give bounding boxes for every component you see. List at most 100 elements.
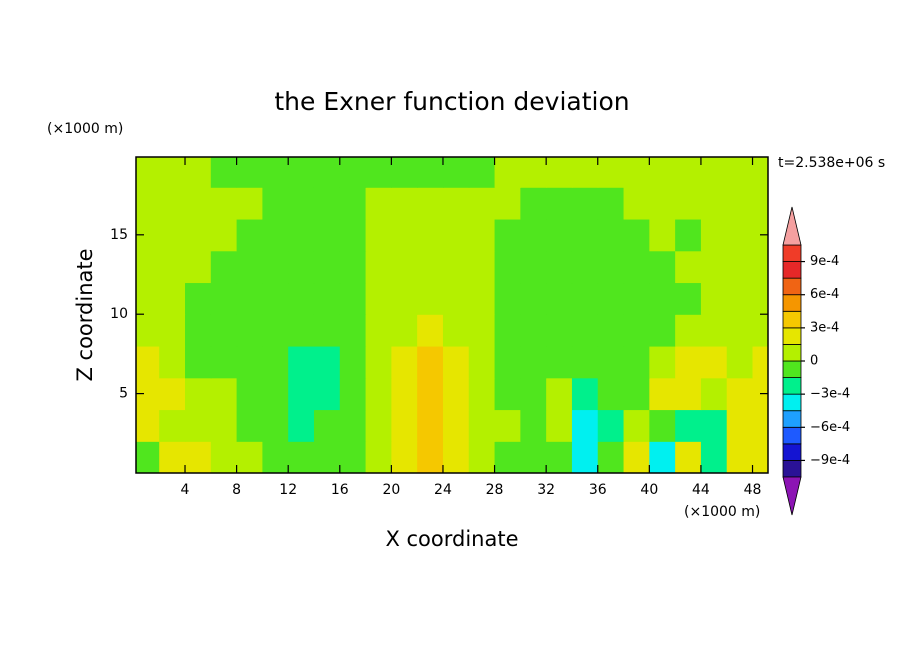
contour-cell: [468, 250, 496, 284]
contour-cell: [442, 441, 470, 473]
colorbar-label: 0: [810, 354, 818, 369]
contour-cell: [391, 377, 418, 411]
contour-cell: [442, 250, 470, 284]
contour-cell: [185, 377, 212, 411]
contour-cell: [391, 187, 418, 220]
colorbar-label: −6e-4: [810, 420, 850, 435]
contour-cell: [700, 345, 728, 379]
contour-cell: [675, 250, 702, 284]
contour-cell: [262, 314, 289, 347]
contour-cell: [185, 345, 212, 379]
y-unit: (×1000 m): [47, 121, 123, 137]
contour-cell: [262, 409, 289, 442]
contour-cell: [546, 157, 573, 188]
contour-cell: [136, 345, 160, 379]
contour-cell: [520, 345, 547, 379]
contour-cell: [752, 314, 768, 347]
contour-cell: [623, 314, 650, 347]
contour-cell: [675, 282, 702, 315]
contour-cell: [159, 345, 186, 379]
contour-cell: [442, 218, 470, 252]
contour-cell: [417, 218, 444, 252]
contour-cell: [313, 282, 341, 315]
contour-cell: [546, 187, 573, 220]
contour-cell: [675, 187, 702, 220]
contour-cell: [623, 377, 650, 411]
colorbar-box: [782, 244, 802, 262]
x-tick-label: 12: [279, 482, 297, 498]
x-tick-label: 20: [382, 482, 400, 498]
contour-cell: [236, 377, 263, 411]
contour-cell: [313, 345, 341, 379]
contour-cell: [726, 441, 754, 473]
contour-cell: [546, 250, 573, 284]
contour-cell: [159, 187, 186, 220]
colorbar-label: 6e-4: [810, 287, 839, 302]
colorbar-label: 3e-4: [810, 320, 839, 335]
contour-cell: [236, 441, 263, 473]
contour-cell: [159, 441, 186, 473]
contour-cell: [546, 218, 573, 252]
colorbar-box: [782, 294, 802, 312]
contour-cell: [339, 314, 367, 347]
contour-cell: [288, 157, 315, 188]
contour-cell: [494, 282, 521, 315]
contour-field: [136, 157, 768, 473]
contour-cell: [417, 345, 444, 379]
contour-cell: [520, 314, 547, 347]
y-tick-label: 15: [110, 227, 128, 243]
contour-cell: [159, 250, 186, 284]
contour-cell: [623, 218, 650, 252]
contour-cell: [468, 314, 496, 347]
contour-cell: [262, 250, 289, 284]
contour-cell: [236, 345, 263, 379]
contour-cell: [597, 218, 625, 252]
contour-cell: [623, 157, 650, 188]
contour-cell: [185, 218, 212, 252]
x-tick-label: 48: [744, 482, 762, 498]
contour-cell: [571, 218, 599, 252]
contour-cell: [649, 441, 676, 473]
contour-cell: [417, 282, 444, 315]
contour-cell: [417, 441, 444, 473]
contour-cell: [391, 314, 418, 347]
contour-cell: [391, 345, 418, 379]
contour-cell: [597, 157, 625, 188]
contour-cell: [468, 282, 496, 315]
x-tick-label: 28: [486, 482, 504, 498]
contour-cell: [468, 377, 496, 411]
contour-cell: [288, 441, 315, 473]
contour-cell: [262, 377, 289, 411]
contour-cell: [442, 282, 470, 315]
colorbar-box: [782, 443, 802, 461]
x-tick-label: 8: [232, 482, 241, 498]
contour-cell: [571, 157, 599, 188]
contour-cell: [417, 250, 444, 284]
contour-cell: [417, 187, 444, 220]
contour-cell: [726, 282, 754, 315]
contour-cell: [468, 157, 496, 188]
contour-cell: [339, 377, 367, 411]
contour-cell: [571, 282, 599, 315]
contour-cell: [391, 441, 418, 473]
contour-cell: [391, 409, 418, 442]
colorbar-box: [782, 344, 802, 362]
contour-cell: [365, 282, 392, 315]
contour-cell: [262, 441, 289, 473]
contour-cell: [700, 282, 728, 315]
contour-cell: [752, 250, 768, 284]
contour-cell: [236, 157, 263, 188]
contour-cell: [262, 345, 289, 379]
contour-cell: [675, 314, 702, 347]
y-tick-label: 10: [110, 306, 128, 322]
colorbar-box: [782, 393, 802, 412]
contour-cell: [546, 377, 573, 411]
x-tick-label: 24: [434, 482, 452, 498]
x-tick-label: 36: [589, 482, 607, 498]
contour-cell: [623, 282, 650, 315]
colorbar-label: −9e-4: [810, 453, 850, 468]
contour-cell: [752, 441, 768, 473]
contour-cell: [520, 409, 547, 442]
contour-cell: [288, 250, 315, 284]
contour-cell: [442, 377, 470, 411]
